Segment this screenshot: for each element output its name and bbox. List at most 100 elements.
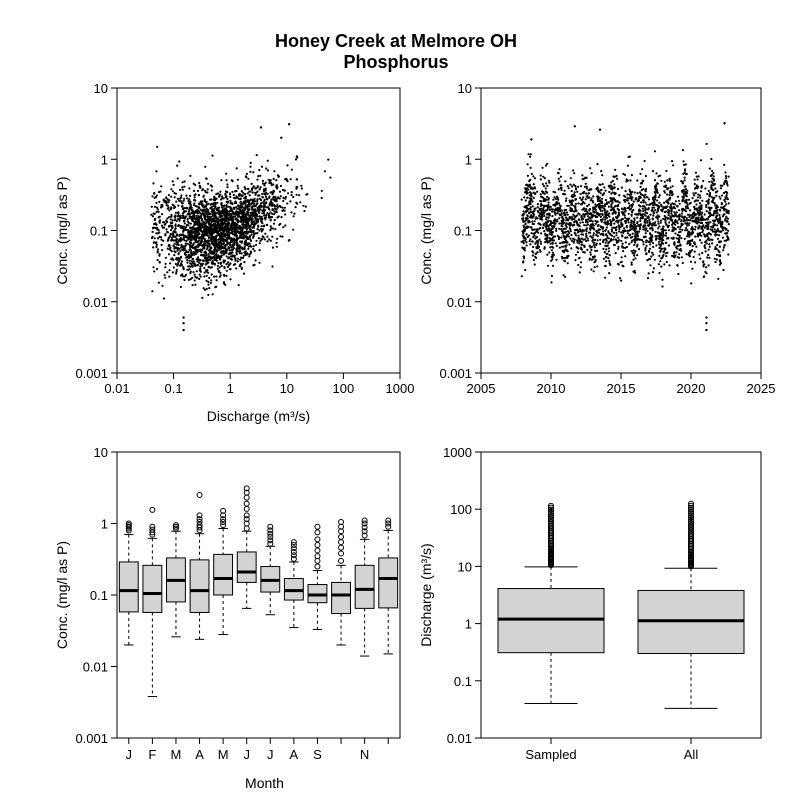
data-point [276,206,279,209]
data-point [284,224,287,227]
data-point [229,219,232,222]
data-point [246,200,249,203]
data-point [646,277,650,280]
data-point [717,277,720,280]
data-point [551,245,554,248]
data-point [189,222,192,225]
data-point [639,214,642,217]
data-point [257,194,260,197]
data-point [637,199,640,202]
data-point [608,185,611,188]
data-point [236,244,239,247]
data-point [673,207,677,210]
data-point [196,220,199,223]
data-point [210,210,213,213]
data-point [244,206,247,209]
data-point [238,208,241,211]
data-point [204,231,207,234]
data-point [716,212,719,215]
data-point [244,231,247,234]
data-point [235,234,238,237]
data-point [671,185,674,188]
data-point [664,184,668,187]
data-point [190,209,193,212]
data-point [156,208,159,211]
data-point [721,215,725,218]
data-point [636,192,639,195]
data-point [247,226,250,229]
data-point [238,235,241,238]
data-point [246,253,249,256]
data-point [528,202,531,205]
data-point [259,126,263,129]
data-point [572,210,576,213]
data-point [714,204,717,207]
x-tick-label: 0.01 [104,381,129,396]
data-point [684,187,688,191]
data-point [158,215,161,218]
data-point [655,216,658,219]
data-point [544,164,548,167]
data-point [663,180,666,183]
data-point [529,211,532,214]
data-point [575,214,579,217]
data-point [662,217,665,220]
data-point [658,271,661,275]
data-point [215,279,218,282]
data-point [663,201,666,204]
data-point [604,241,607,244]
data-point [243,200,246,203]
data-point [710,157,713,161]
data-point [173,218,177,222]
data-point [633,191,636,194]
data-point [221,226,224,229]
data-point [533,177,537,180]
data-point [552,190,555,193]
data-point [645,203,648,206]
data-point [726,198,730,201]
data-point [152,266,155,269]
data-point [669,186,672,189]
data-point [711,238,714,241]
data-point [718,241,721,244]
data-point [658,201,661,204]
data-point [671,160,674,163]
data-point [229,243,232,247]
data-point [181,248,184,251]
data-point [664,216,667,219]
data-point [722,191,726,195]
data-point [639,193,643,196]
data-point [557,188,560,191]
data-point [636,243,639,246]
data-point [536,251,539,254]
data-point [633,235,637,238]
data-point [629,179,632,182]
data-point [320,189,323,192]
data-point [560,213,563,216]
data-point [671,226,674,229]
data-point [594,214,597,217]
data-point [589,235,592,238]
data-point [192,250,195,254]
data-point [247,217,250,220]
data-point [199,259,202,262]
data-point [175,237,178,241]
data-point [524,237,527,241]
data-point [222,242,225,245]
data-point [188,213,191,216]
data-point [710,180,713,183]
data-point [240,195,243,198]
data-point [704,187,707,190]
data-point [207,265,210,268]
data-point [603,186,606,189]
data-point [199,185,202,189]
data-point [554,222,557,225]
data-point [303,209,306,213]
data-point [164,256,167,259]
data-point [705,217,708,220]
data-point [202,247,205,250]
data-point [186,268,189,271]
data-point [300,187,303,190]
data-point [164,222,167,225]
data-point [196,256,200,259]
